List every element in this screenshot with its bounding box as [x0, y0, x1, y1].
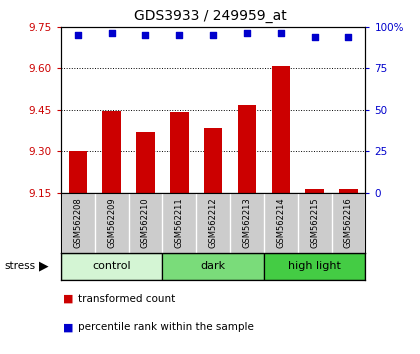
Point	[345, 34, 352, 39]
Text: GSM562211: GSM562211	[175, 198, 184, 249]
Point	[176, 32, 183, 38]
Text: GSM562210: GSM562210	[141, 198, 150, 249]
Point	[74, 32, 81, 38]
Point	[108, 30, 115, 36]
Bar	[339, 189, 358, 193]
Bar	[264, 253, 365, 280]
Bar	[163, 253, 264, 280]
Text: GSM562213: GSM562213	[242, 198, 252, 249]
Text: stress: stress	[4, 261, 35, 271]
Bar	[170, 112, 189, 193]
Point	[244, 30, 250, 36]
Text: transformed count: transformed count	[78, 294, 175, 304]
Point	[210, 32, 217, 38]
Text: GSM562215: GSM562215	[310, 198, 319, 249]
Text: high light: high light	[288, 261, 341, 272]
Text: control: control	[92, 261, 131, 272]
Text: GSM562216: GSM562216	[344, 198, 353, 249]
Text: GDS3933 / 249959_at: GDS3933 / 249959_at	[134, 9, 286, 23]
Text: GSM562214: GSM562214	[276, 198, 285, 249]
Bar	[136, 132, 155, 193]
Text: GSM562208: GSM562208	[74, 198, 82, 249]
Bar	[61, 253, 163, 280]
Bar	[204, 128, 223, 193]
Bar	[102, 112, 121, 193]
Text: ■: ■	[63, 322, 74, 332]
Bar	[238, 105, 256, 193]
Text: GSM562212: GSM562212	[209, 198, 218, 249]
Text: ■: ■	[63, 294, 74, 304]
Text: ▶: ▶	[39, 260, 49, 273]
Point	[311, 34, 318, 39]
Point	[278, 30, 284, 36]
Text: percentile rank within the sample: percentile rank within the sample	[78, 322, 254, 332]
Text: GSM562209: GSM562209	[107, 198, 116, 249]
Bar	[305, 189, 324, 193]
Bar	[68, 151, 87, 193]
Point	[142, 32, 149, 38]
Bar	[271, 66, 290, 193]
Text: dark: dark	[201, 261, 226, 272]
